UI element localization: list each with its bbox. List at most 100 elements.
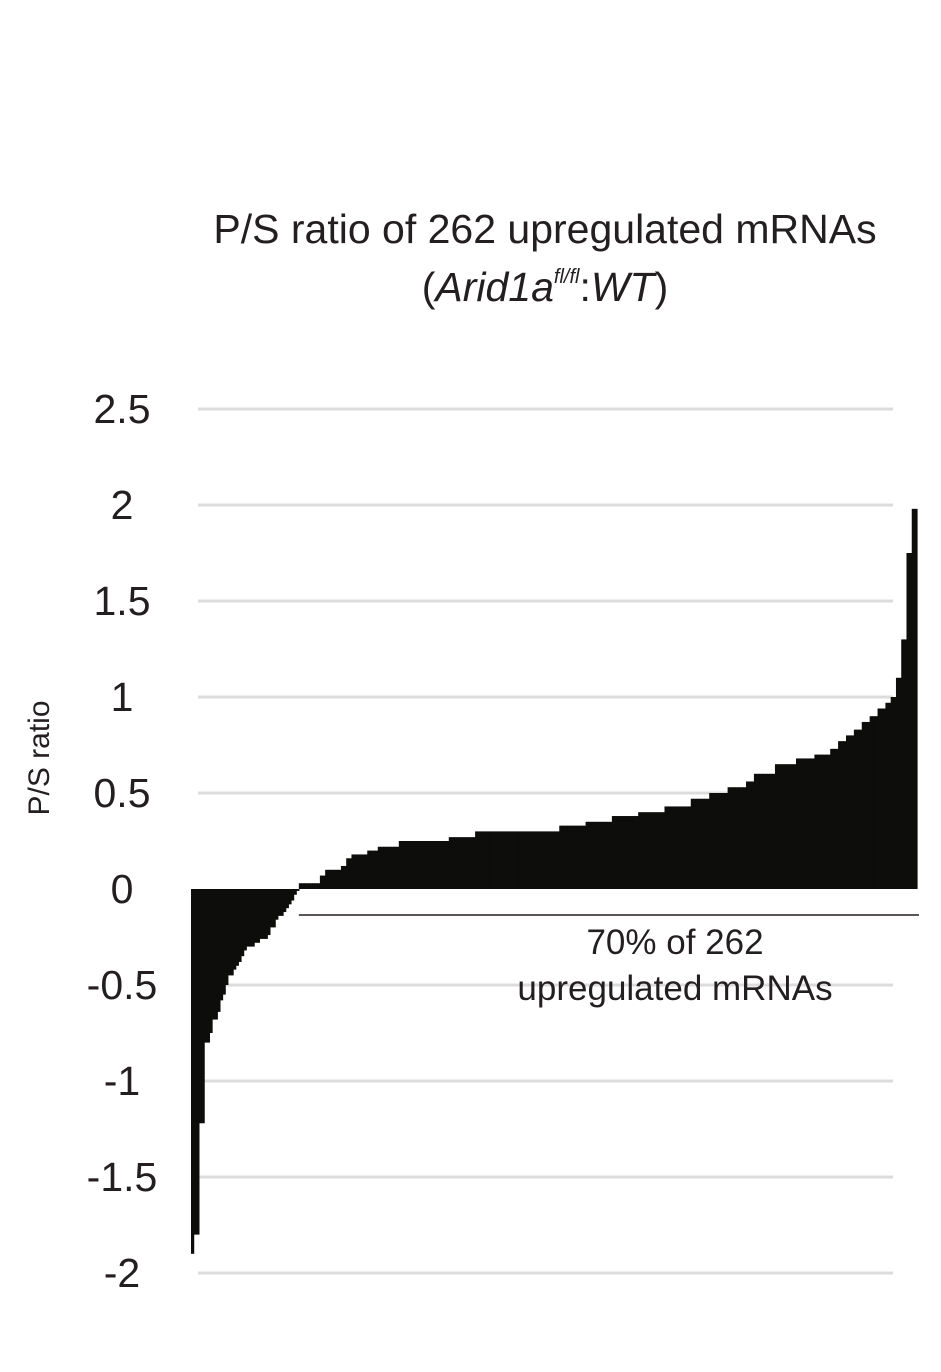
bar bbox=[435, 841, 439, 889]
bar bbox=[446, 841, 450, 889]
bar bbox=[669, 806, 673, 889]
bar bbox=[727, 787, 731, 889]
bar bbox=[838, 741, 842, 889]
bar bbox=[772, 773, 776, 889]
bar bbox=[717, 793, 721, 889]
bar bbox=[732, 787, 737, 889]
bar bbox=[619, 816, 623, 889]
bar bbox=[393, 846, 397, 889]
bar bbox=[735, 787, 739, 889]
bar bbox=[901, 639, 905, 889]
bar bbox=[385, 846, 389, 889]
bar bbox=[317, 883, 321, 889]
bar bbox=[256, 889, 260, 943]
bar bbox=[259, 889, 263, 939]
bar bbox=[740, 787, 744, 889]
bar bbox=[490, 831, 495, 889]
bar bbox=[590, 821, 595, 889]
bar bbox=[696, 798, 700, 889]
bar bbox=[388, 846, 392, 889]
bar bbox=[193, 889, 197, 1235]
bar bbox=[359, 854, 363, 889]
bar bbox=[780, 764, 784, 889]
bar bbox=[580, 825, 584, 889]
bar bbox=[667, 806, 671, 889]
bar bbox=[827, 754, 831, 889]
y-tick-label: 2.5 bbox=[94, 386, 151, 432]
bar bbox=[601, 821, 605, 889]
title-genotype-superscript: fl/fl bbox=[553, 266, 580, 288]
bar bbox=[756, 773, 760, 889]
bar bbox=[472, 837, 476, 889]
bar bbox=[877, 708, 881, 889]
bar bbox=[603, 821, 608, 889]
bar bbox=[632, 816, 637, 889]
title-open-paren: ( bbox=[421, 264, 436, 310]
bar bbox=[480, 831, 484, 889]
bar bbox=[559, 825, 563, 889]
bar bbox=[206, 889, 211, 1043]
bar bbox=[869, 716, 873, 889]
bar bbox=[751, 781, 755, 889]
bar bbox=[706, 798, 710, 889]
bar bbox=[793, 764, 797, 889]
bar bbox=[361, 854, 366, 889]
bar bbox=[840, 741, 844, 889]
bar bbox=[614, 816, 618, 889]
bar bbox=[219, 889, 224, 1001]
bar bbox=[680, 806, 684, 889]
bar bbox=[577, 825, 581, 889]
bar bbox=[325, 869, 329, 889]
bar bbox=[438, 841, 442, 889]
bar bbox=[885, 702, 889, 889]
bar bbox=[409, 841, 413, 889]
bar bbox=[874, 716, 879, 889]
bar bbox=[638, 812, 642, 889]
bar bbox=[675, 806, 679, 889]
bar bbox=[222, 889, 226, 995]
bar bbox=[659, 812, 663, 889]
bar bbox=[251, 889, 255, 947]
annotation: 70% of 262 upregulated mRNAs bbox=[460, 920, 890, 1012]
bar bbox=[319, 875, 324, 889]
bar bbox=[753, 773, 758, 889]
bar bbox=[343, 865, 347, 889]
bar bbox=[383, 846, 387, 889]
bar bbox=[596, 821, 600, 889]
bar bbox=[448, 837, 453, 889]
bar bbox=[469, 837, 474, 889]
bar bbox=[767, 773, 771, 889]
bar bbox=[811, 758, 816, 889]
bar bbox=[396, 846, 400, 889]
bar bbox=[911, 508, 915, 889]
bar bbox=[835, 748, 839, 889]
bar bbox=[517, 831, 521, 889]
bar bbox=[585, 821, 589, 889]
bar bbox=[872, 716, 876, 889]
bar bbox=[296, 889, 300, 891]
bar bbox=[582, 825, 587, 889]
bar bbox=[456, 837, 460, 889]
title-separator: : bbox=[579, 264, 591, 310]
bar bbox=[375, 850, 379, 889]
bar bbox=[527, 831, 531, 889]
bar bbox=[506, 831, 510, 889]
bar bbox=[880, 708, 884, 889]
bar bbox=[230, 889, 234, 976]
bar bbox=[535, 831, 539, 889]
bar bbox=[417, 841, 421, 889]
bar bbox=[440, 841, 445, 889]
bar bbox=[690, 798, 695, 889]
bar bbox=[519, 831, 524, 889]
bar bbox=[454, 837, 458, 889]
bar bbox=[504, 831, 508, 889]
bar bbox=[277, 889, 282, 916]
bar bbox=[730, 787, 734, 889]
y-tick-label: -1.5 bbox=[87, 1154, 158, 1200]
bar bbox=[348, 858, 353, 889]
bar bbox=[640, 812, 645, 889]
annotation-line-2: upregulated mRNAs bbox=[517, 969, 833, 1008]
bar bbox=[785, 764, 789, 889]
bar bbox=[433, 841, 437, 889]
